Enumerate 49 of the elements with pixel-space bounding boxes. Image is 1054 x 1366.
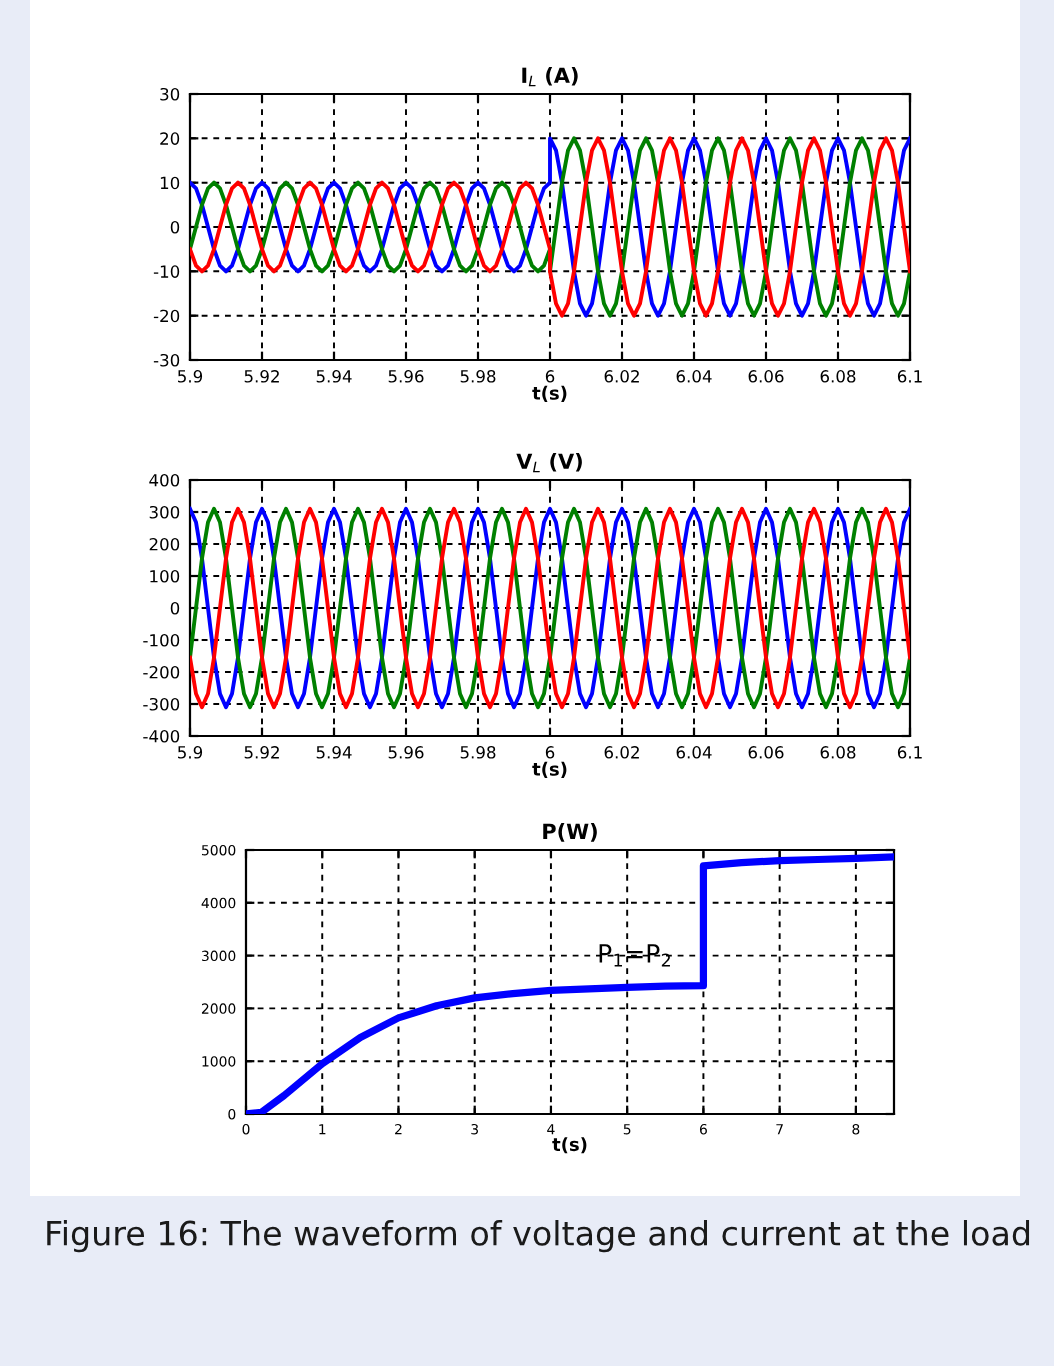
y-tick-label: -20 [153,309,180,323]
chart-title: P(W) [543,823,597,842]
x-tick-label: 5.92 [244,746,279,759]
x-axis-title: t(s) [532,385,567,402]
x-tick-label: 6 [545,746,555,759]
line-series [190,136,910,318]
x-tick-label: 5.96 [388,746,424,759]
y-tick-label: 20 [160,132,180,145]
y-tick-label: -300 [143,697,180,711]
y-tick-label: -200 [143,665,180,679]
x-tick-label: 5.94 [316,370,352,383]
y-tick-label: -100 [143,633,180,647]
y-tick-label: 300 [149,505,180,519]
annotation: P$_{1}$=P$_{2}$ [599,944,670,967]
line-series [190,506,910,710]
x-tick-label: 5.94 [316,746,352,759]
line-series [246,853,894,1114]
x-tick-label: 6 [545,370,555,383]
y-tick-label: 200 [149,537,180,551]
chart-title: I$_{L}$ (A) [522,67,578,87]
x-axis-title: t(s) [532,761,567,778]
x-tick-label: 6.1 [897,746,922,759]
y-tick-label: 0 [170,601,180,615]
x-tick-label: 5.98 [460,746,496,759]
x-tick-label: 5.98 [460,370,496,383]
chart-title: V$_{L}$ (V) [516,453,582,473]
x-tick-label: 6.06 [748,746,784,759]
caption: Figure 16: The waveform of voltage and current at the load [47,1220,1030,1253]
x-tick-label: 6.02 [604,746,639,759]
x-tick-label: 5.9 [178,370,203,383]
x-tick-label: 5.9 [178,746,203,759]
x-tick-label: 6.04 [676,746,712,759]
x-tick-label: 6.1 [897,370,922,383]
y-tick-label: 400 [149,473,180,487]
x-tick-label: 6.08 [820,746,856,759]
y-tick-label: 10 [160,176,180,190]
x-tick-label: 6.08 [820,370,856,383]
x-tick-label: 5.92 [244,370,279,383]
y-tick-label: -400 [143,729,180,743]
x-tick-label: 6.04 [676,370,712,383]
y-tick-label: 100 [150,569,180,583]
x-axis-title: t(s) [552,1137,587,1154]
y-tick-label: 0 [170,220,180,234]
y-tick-label: 30 [160,87,180,101]
y-tick-label: -30 [153,353,180,367]
x-tick-label: 6.06 [748,370,784,383]
x-tick-label: 6.02 [604,370,639,383]
x-tick-label: 5.96 [388,370,424,383]
y-tick-label: -10 [153,265,180,278]
